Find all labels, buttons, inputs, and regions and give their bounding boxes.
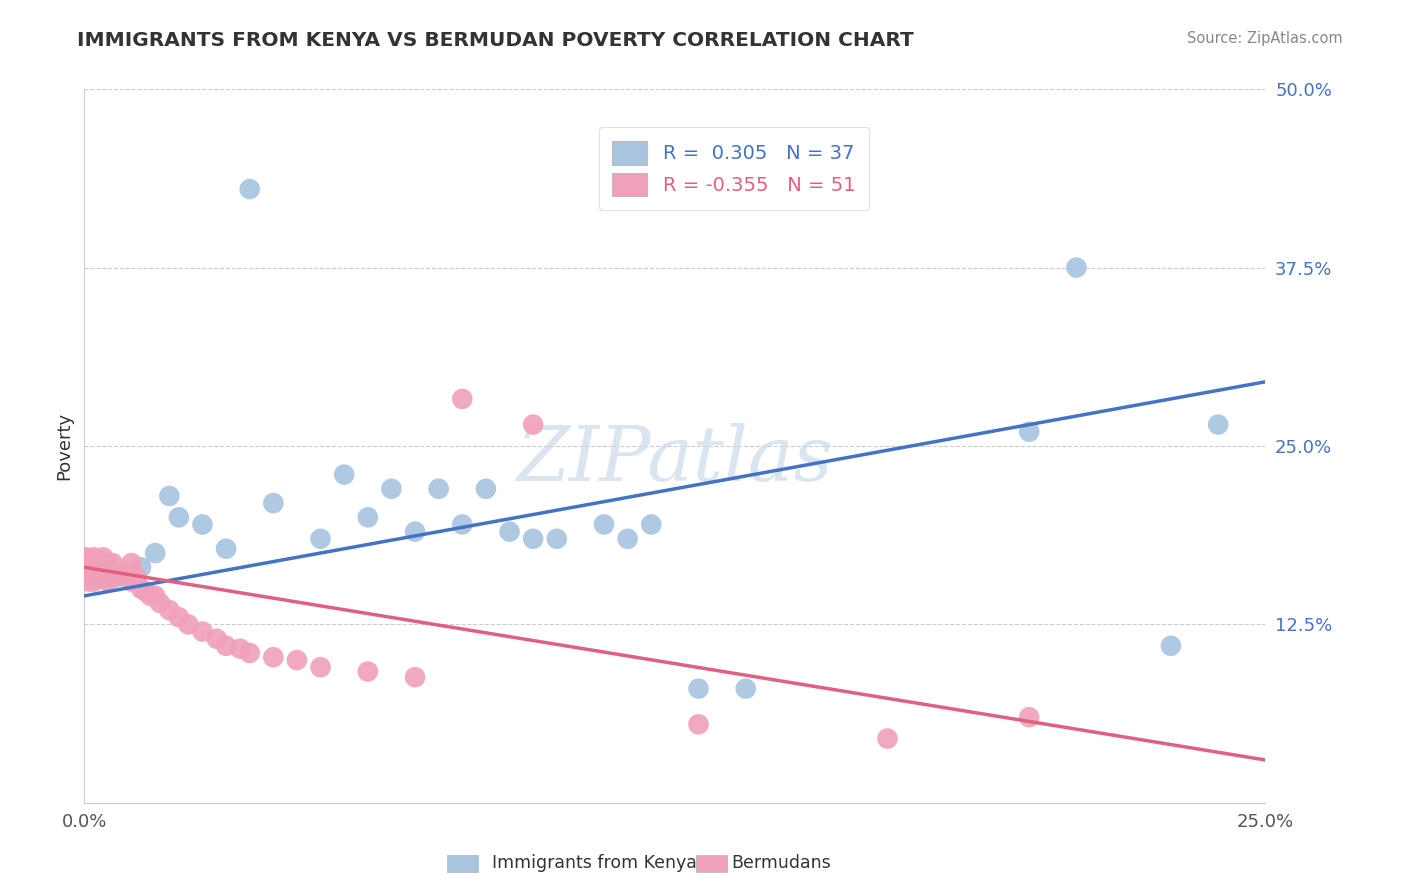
Point <box>111 565 134 579</box>
Point <box>157 603 180 617</box>
Point <box>593 517 616 532</box>
Point <box>107 567 129 582</box>
Point <box>1018 710 1040 724</box>
Text: Immigrants from Kenya: Immigrants from Kenya <box>492 855 697 872</box>
Point <box>129 582 152 596</box>
Point <box>87 553 110 567</box>
Point <box>380 482 402 496</box>
Point <box>404 524 426 539</box>
Point <box>97 556 120 570</box>
Point <box>239 182 262 196</box>
Point <box>357 665 380 679</box>
Point <box>107 570 129 584</box>
Point <box>191 624 214 639</box>
Point <box>157 489 180 503</box>
Point <box>285 653 308 667</box>
Point <box>75 556 97 570</box>
Point <box>77 574 100 589</box>
Y-axis label: Poverty: Poverty <box>55 412 73 480</box>
Point <box>111 567 134 582</box>
Point <box>97 570 120 584</box>
Point <box>177 617 200 632</box>
Point <box>498 524 520 539</box>
Point <box>191 517 214 532</box>
Point <box>1206 417 1229 432</box>
Point <box>475 482 498 496</box>
Point <box>97 574 120 589</box>
Point <box>546 532 568 546</box>
Point <box>522 417 544 432</box>
Point <box>451 392 474 406</box>
Point <box>121 574 143 589</box>
Point <box>77 565 100 579</box>
Legend: R =  0.305   N = 37, R = -0.355   N = 51: R = 0.305 N = 37, R = -0.355 N = 51 <box>599 128 869 210</box>
Point <box>101 556 124 570</box>
Point <box>205 632 228 646</box>
Point <box>91 550 114 565</box>
Text: Bermudans: Bermudans <box>731 855 831 872</box>
Point <box>129 560 152 574</box>
Point <box>143 546 166 560</box>
Point <box>616 532 638 546</box>
Text: ZIPatlas: ZIPatlas <box>516 424 834 497</box>
Point <box>522 532 544 546</box>
Point <box>215 639 238 653</box>
Point <box>101 567 124 582</box>
Point <box>97 565 120 579</box>
Point <box>229 641 252 656</box>
Point <box>101 570 124 584</box>
Point <box>77 553 100 567</box>
Point <box>357 510 380 524</box>
Point <box>734 681 756 696</box>
Point <box>115 565 138 579</box>
Point <box>83 574 105 589</box>
Point <box>309 660 332 674</box>
Point <box>262 496 284 510</box>
Point <box>333 467 356 482</box>
Point <box>91 567 114 582</box>
Point <box>73 567 96 582</box>
Point <box>239 646 262 660</box>
Point <box>404 670 426 684</box>
Point <box>1066 260 1088 275</box>
Point <box>125 570 148 584</box>
Point <box>87 570 110 584</box>
Point <box>121 565 143 579</box>
Point <box>83 550 105 565</box>
Point <box>91 565 114 579</box>
Point <box>688 681 710 696</box>
Point <box>427 482 450 496</box>
Point <box>83 560 105 574</box>
Point <box>135 584 157 599</box>
Point <box>451 517 474 532</box>
Point <box>139 589 162 603</box>
Point <box>83 567 105 582</box>
Point <box>688 717 710 731</box>
Point <box>262 650 284 665</box>
Point <box>309 532 332 546</box>
Point <box>75 553 97 567</box>
Point <box>76 560 98 574</box>
Point <box>1018 425 1040 439</box>
Point <box>121 556 143 570</box>
Point <box>75 550 97 565</box>
Point <box>167 510 190 524</box>
Point <box>143 589 166 603</box>
Point <box>215 541 238 556</box>
Point <box>640 517 662 532</box>
Point <box>149 596 172 610</box>
Point <box>121 570 143 584</box>
Text: Source: ZipAtlas.com: Source: ZipAtlas.com <box>1187 31 1343 46</box>
Point <box>87 560 110 574</box>
Point <box>1160 639 1182 653</box>
Point <box>167 610 190 624</box>
Point <box>876 731 898 746</box>
Point <box>87 570 110 584</box>
Point <box>115 567 138 582</box>
Text: IMMIGRANTS FROM KENYA VS BERMUDAN POVERTY CORRELATION CHART: IMMIGRANTS FROM KENYA VS BERMUDAN POVERT… <box>77 31 914 50</box>
